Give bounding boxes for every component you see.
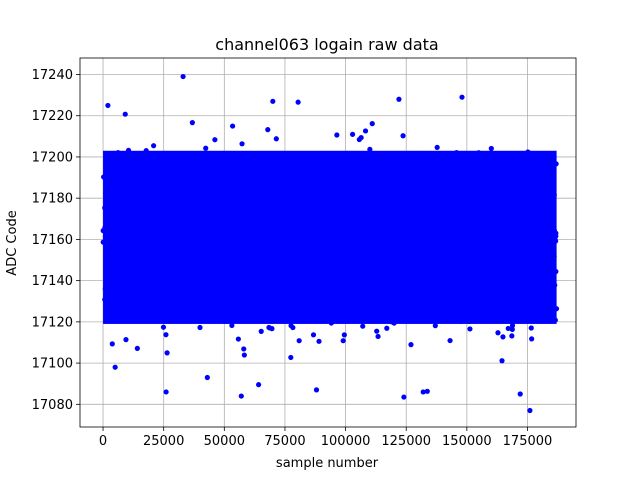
data-point — [369, 121, 375, 127]
data-point — [189, 119, 195, 126]
data-point — [500, 334, 506, 340]
data-point — [360, 323, 366, 329]
x-tick-label: 175000 — [503, 434, 553, 449]
axes-frame — [79, 57, 577, 428]
data-point — [241, 352, 247, 358]
y-tick-label: 17160 — [32, 233, 73, 248]
data-point — [235, 336, 241, 342]
data-point — [334, 132, 340, 138]
x-tick-label: 25000 — [143, 434, 184, 449]
data-point — [341, 332, 347, 338]
data-point — [163, 332, 169, 338]
data-point — [197, 324, 203, 331]
x-tick-label: 100000 — [321, 434, 371, 449]
data-point — [509, 322, 516, 329]
y-tick-label: 17120 — [32, 315, 73, 330]
data-point — [374, 328, 380, 334]
data-point — [495, 330, 501, 336]
data-point — [109, 341, 115, 347]
data-point — [509, 326, 515, 332]
outlier-point — [112, 364, 118, 370]
x-tick-label: 150000 — [442, 434, 492, 449]
outlier-point — [459, 94, 465, 100]
x-tick-label: 0 — [99, 434, 107, 449]
y-tick-label: 17100 — [32, 357, 73, 372]
data-point — [269, 326, 275, 332]
y-tick-label: 17220 — [32, 109, 73, 124]
x-axis-label: sample number — [276, 456, 379, 471]
y-tick-label: 17200 — [32, 150, 73, 165]
data-point — [151, 143, 157, 149]
data-point — [229, 322, 235, 329]
data-point — [384, 325, 390, 331]
y-tick-label: 17140 — [32, 274, 73, 289]
data-point — [288, 354, 294, 361]
data-point — [356, 136, 362, 143]
outlier-point — [238, 393, 244, 399]
outlier-point — [204, 374, 210, 381]
x-tick-label: 125000 — [381, 434, 431, 449]
data-point — [400, 133, 406, 139]
outlier-point — [313, 387, 320, 393]
data-point — [288, 323, 294, 329]
data-point — [265, 127, 271, 133]
outlier-point — [270, 98, 276, 104]
data-point — [447, 337, 453, 344]
chart-title: channel063 logain raw data — [215, 35, 438, 54]
data-point — [164, 350, 170, 356]
data-point — [296, 338, 302, 344]
data-point — [367, 146, 373, 152]
data-point — [212, 137, 218, 143]
data-point — [467, 326, 473, 332]
data-point — [123, 337, 129, 343]
outlier-point — [527, 407, 533, 414]
dense-band — [103, 150, 557, 324]
data-point — [310, 332, 317, 338]
data-point — [134, 345, 140, 351]
data-point — [340, 338, 346, 344]
data-point — [295, 99, 301, 105]
data-point — [434, 144, 440, 151]
plot-frame — [79, 57, 577, 428]
data-point — [499, 358, 505, 364]
data-point — [230, 123, 236, 129]
data-point — [256, 382, 262, 388]
outlier-point — [105, 102, 111, 109]
outlier-point — [420, 389, 426, 395]
x-tick-label: 50000 — [204, 434, 245, 449]
data-point — [160, 324, 167, 330]
data-point — [509, 333, 515, 339]
data-point — [349, 131, 356, 137]
data-point — [505, 325, 511, 332]
y-axis-label: ADC Code — [5, 210, 20, 275]
data-point — [424, 388, 430, 394]
data-point — [241, 346, 247, 352]
data-point — [203, 145, 209, 151]
data-point — [362, 128, 369, 134]
outlier-point — [180, 73, 186, 80]
data-point — [432, 323, 438, 329]
data-point — [529, 336, 535, 342]
y-ticks: 17080 17100 17120 17140 17160 17180 17200 17220… — [32, 68, 80, 413]
x-ticks: 0 25000 50000 75000 100000 125000 150000 175000 — [99, 427, 552, 449]
outlier-point — [163, 389, 169, 395]
data-point — [488, 145, 494, 152]
y-tick-label: 17240 — [32, 68, 73, 83]
data-point — [375, 333, 381, 340]
data-point — [239, 141, 245, 147]
data-point — [528, 325, 534, 331]
data-point — [258, 328, 264, 334]
x-tick-label: 75000 — [264, 434, 305, 449]
y-tick-label: 17080 — [32, 398, 73, 413]
outlier-point — [396, 96, 402, 102]
data-point — [316, 338, 322, 344]
plot-points — [100, 73, 560, 414]
outlier-point — [517, 391, 523, 397]
y-tick-label: 17180 — [32, 192, 73, 207]
data-point — [408, 342, 414, 348]
data-point — [122, 111, 128, 117]
data-point — [273, 136, 279, 142]
data-point — [401, 394, 407, 400]
